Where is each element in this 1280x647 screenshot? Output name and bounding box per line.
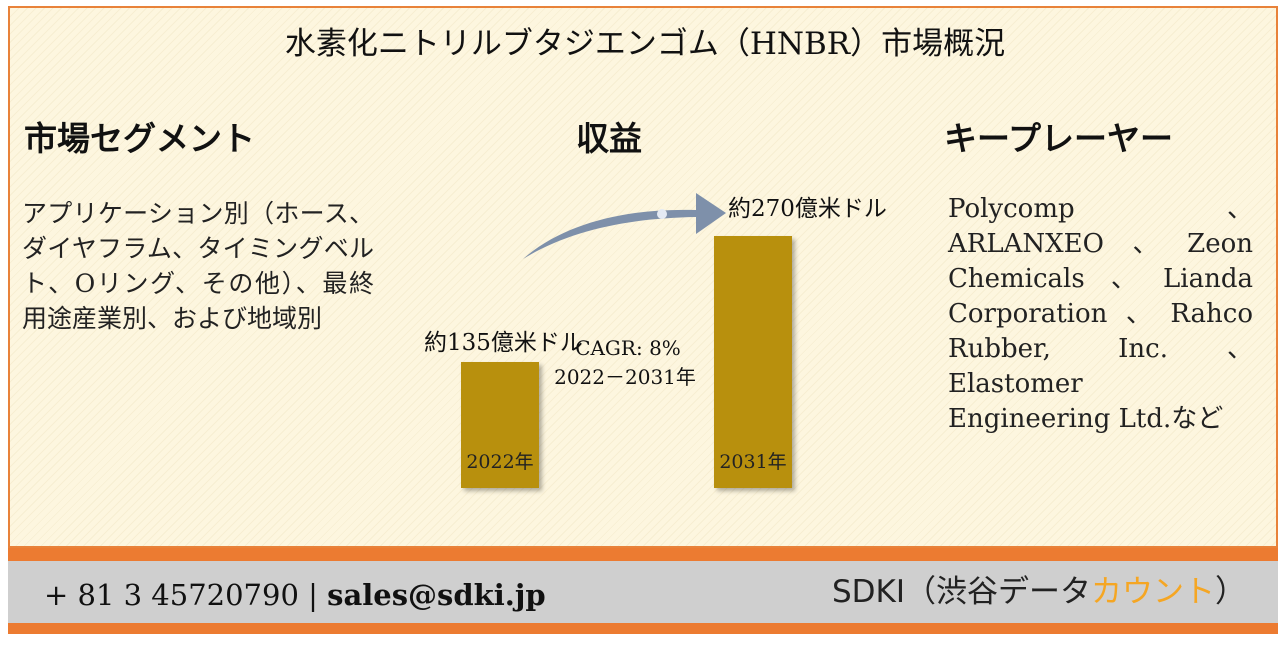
brand-name: SDKI（渋谷データカウント）: [832, 566, 1246, 611]
value-label-2: 約270億米ドル: [728, 196, 887, 222]
phone-number: + 81 3 45720790: [44, 578, 299, 612]
arrow-highlight: [657, 209, 667, 219]
bar-1: [461, 362, 539, 488]
growth-arrow: [523, 193, 726, 259]
email-link[interactable]: sales@sdki.jp: [327, 578, 546, 612]
footer-contact-bar: [8, 561, 1278, 623]
revenue-chart: 2022年 2031年 約135億米ドル 約270億米ドル CAGR: 8% 2022－2…: [424, 193, 887, 488]
contact-separator: |: [308, 578, 318, 612]
bar-2: [714, 236, 792, 488]
brand-prefix: SDKI（渋谷デ: [831, 574, 1029, 610]
overview-panel: 水素化ニトリルブタジエンゴム（HNBR）市場概況 市場セグメント 収益 キープレ…: [8, 6, 1278, 548]
cagr-period: 2022－2031年: [554, 365, 696, 389]
brand-mid: ータ: [1029, 574, 1091, 610]
contact-info: + 81 3 45720790 | sales@sdki.jp: [44, 578, 546, 612]
key-players-heading: キープレーヤー: [944, 119, 1174, 158]
segment-heading: 市場セグメント: [24, 119, 255, 158]
bar-category-label: 2022年: [466, 451, 533, 473]
value-label-1: 約135億米ドル: [424, 330, 583, 356]
footer-bottom-bar: [8, 623, 1278, 634]
bar-category-label: 2031年: [719, 451, 786, 473]
segment-description: アプリケーション別（ホース、ダイヤフラム、タイミングベルト、Oリング、その他）、…: [22, 199, 374, 333]
brand-accent: カウント: [1091, 574, 1215, 610]
revenue-heading: 収益: [576, 119, 642, 158]
brand-suffix: ）: [1215, 574, 1246, 610]
key-players-list: Polycomp、ARLANXEO、Zeon Chemicals、Lianda …: [948, 194, 1253, 434]
footer-top-bar: [8, 548, 1278, 561]
cagr-label: CAGR: 8%: [575, 336, 681, 360]
page-title: 水素化ニトリルブタジエンゴム（HNBR）市場概況: [284, 26, 1006, 62]
